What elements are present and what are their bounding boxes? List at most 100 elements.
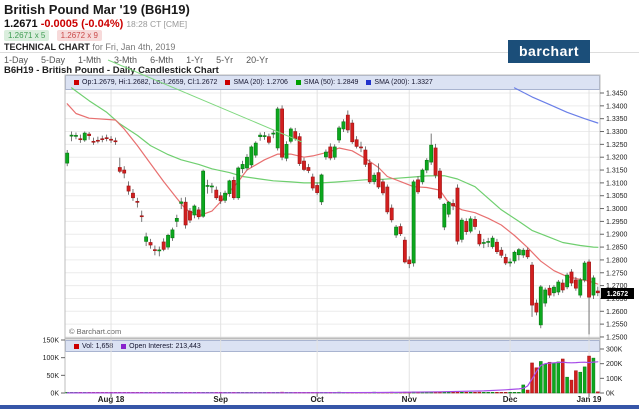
candle-body (543, 289, 548, 304)
vol-left-axis-label: 50K (47, 373, 60, 380)
candle-body (363, 149, 368, 165)
tab-5-yr[interactable]: 5-Yr (216, 55, 234, 65)
candle-body (525, 249, 530, 258)
volume-bar (468, 392, 473, 394)
candle-body (438, 170, 442, 199)
candle-body (582, 262, 587, 281)
volume-legend: Vol: 1,658 Open Interest: 213,443 (65, 340, 600, 352)
y-axis-label: 1.3200 (606, 155, 628, 162)
candle-body (486, 241, 491, 243)
bid-badge: 1.2671 x 5 (4, 30, 50, 41)
candle-body (297, 136, 302, 164)
tab-6-mth[interactable]: 6-Mth (150, 55, 174, 65)
candle-body (324, 151, 328, 158)
volume-bar (508, 392, 512, 394)
candle-body (65, 152, 70, 164)
candle-body (210, 185, 214, 188)
candle-body (367, 162, 372, 183)
tab-20-yr[interactable]: 20-Yr (246, 55, 269, 65)
vol-right-axis-label: 100K (606, 376, 623, 383)
volume-bar (442, 392, 447, 394)
candle-body (69, 134, 74, 137)
candle-body (245, 156, 249, 169)
candle-body (473, 219, 477, 227)
legend-item-label: SMA (20): 1.2706 (233, 79, 288, 86)
candle-body (135, 201, 140, 203)
legend-item-label: SMA (200): 1.3327 (374, 79, 433, 86)
candle-body (249, 146, 254, 166)
quote-row: 1.2671 -0.0005 (-0.04%) 18:28 CT [CME] (4, 18, 187, 30)
candle-body (591, 277, 596, 296)
barchart-logo[interactable]: barchart (508, 40, 590, 63)
volume-bar (460, 392, 464, 394)
candle-body (534, 302, 539, 313)
volume-bar (560, 358, 565, 394)
candle-body (258, 134, 263, 137)
candle-body (538, 286, 543, 326)
tab-1-mth[interactable]: 1-Mth (78, 55, 102, 65)
bottom-blue-bar (0, 405, 639, 409)
trendline (107, 59, 303, 143)
vol-left-axis-label: 150K (43, 338, 60, 345)
y-axis-label: 1.2650 (606, 296, 628, 303)
volume-bar (556, 361, 561, 394)
candle-body (451, 203, 455, 207)
candle-body (490, 237, 495, 247)
candle-body (174, 218, 179, 222)
candle-body (288, 128, 293, 142)
candle-body (306, 167, 311, 171)
volume-bar (547, 361, 552, 394)
ask-badge: 1.2672 x 9 (56, 30, 102, 41)
candle-body (109, 138, 113, 141)
candle-body (236, 167, 241, 199)
copyright-note: © Barchart.com (69, 327, 122, 336)
volume-bar (578, 371, 583, 394)
volume-bar (464, 392, 468, 394)
volume-plot-border (64, 338, 601, 394)
x-axis-label: Aug 18 (98, 395, 125, 404)
tab-1-yr[interactable]: 1-Yr (186, 55, 204, 65)
candle-body (407, 259, 412, 265)
candle-body (293, 131, 298, 140)
candle-body (126, 185, 131, 192)
y-axis-label: 1.2850 (606, 245, 628, 252)
candle-body (455, 187, 460, 242)
volume-bar (539, 361, 543, 394)
volume-bar (446, 392, 451, 394)
candle-body (170, 229, 175, 239)
y-axis-label: 1.2550 (606, 322, 628, 329)
candle-body (495, 241, 499, 253)
legend-item-swatch (74, 80, 79, 85)
chart-title: B6H19 - British Pound - Daily Candlestic… (4, 65, 219, 76)
candle-body (345, 114, 350, 131)
candle-body (152, 249, 157, 251)
y-axis-label: 1.3350 (606, 116, 628, 123)
legend-item-swatch (295, 80, 301, 85)
candle-body (161, 241, 166, 250)
candle-body (565, 274, 570, 288)
vol-left-axis-label: 100K (43, 355, 60, 362)
candle-body (381, 181, 385, 194)
candle-body (157, 249, 162, 252)
technical-chart-caption: TECHNICAL CHART for Fri, Jan 4th, 2019 (4, 42, 175, 52)
technical-chart-label: TECHNICAL CHART (4, 42, 90, 52)
tab-5-day[interactable]: 5-Day (41, 55, 66, 65)
legend-item-label: Op:1.2679, Hi:1.2682, Lo:1.2659, Cl:1.26… (82, 79, 218, 86)
candle-body (385, 186, 390, 213)
y-axis-label: 1.2750 (606, 270, 628, 277)
vol-left-axis-label: 0K (50, 391, 59, 398)
y-axis-label: 1.2500 (606, 334, 628, 341)
candle-body (214, 189, 219, 199)
volume-bar (534, 367, 539, 394)
candle-body (481, 242, 486, 244)
vol-legend-item-swatch (121, 343, 127, 349)
vol-right-axis-label: 300K (606, 347, 623, 354)
session-info: 18:28 CT [CME] (126, 19, 188, 29)
tab-3-mth[interactable]: 3-Mth (114, 55, 138, 65)
candle-body (508, 261, 513, 264)
y-axis-label: 1.2800 (606, 257, 628, 264)
candle-body (578, 279, 583, 296)
tab-1-day[interactable]: 1-Day (4, 55, 29, 65)
